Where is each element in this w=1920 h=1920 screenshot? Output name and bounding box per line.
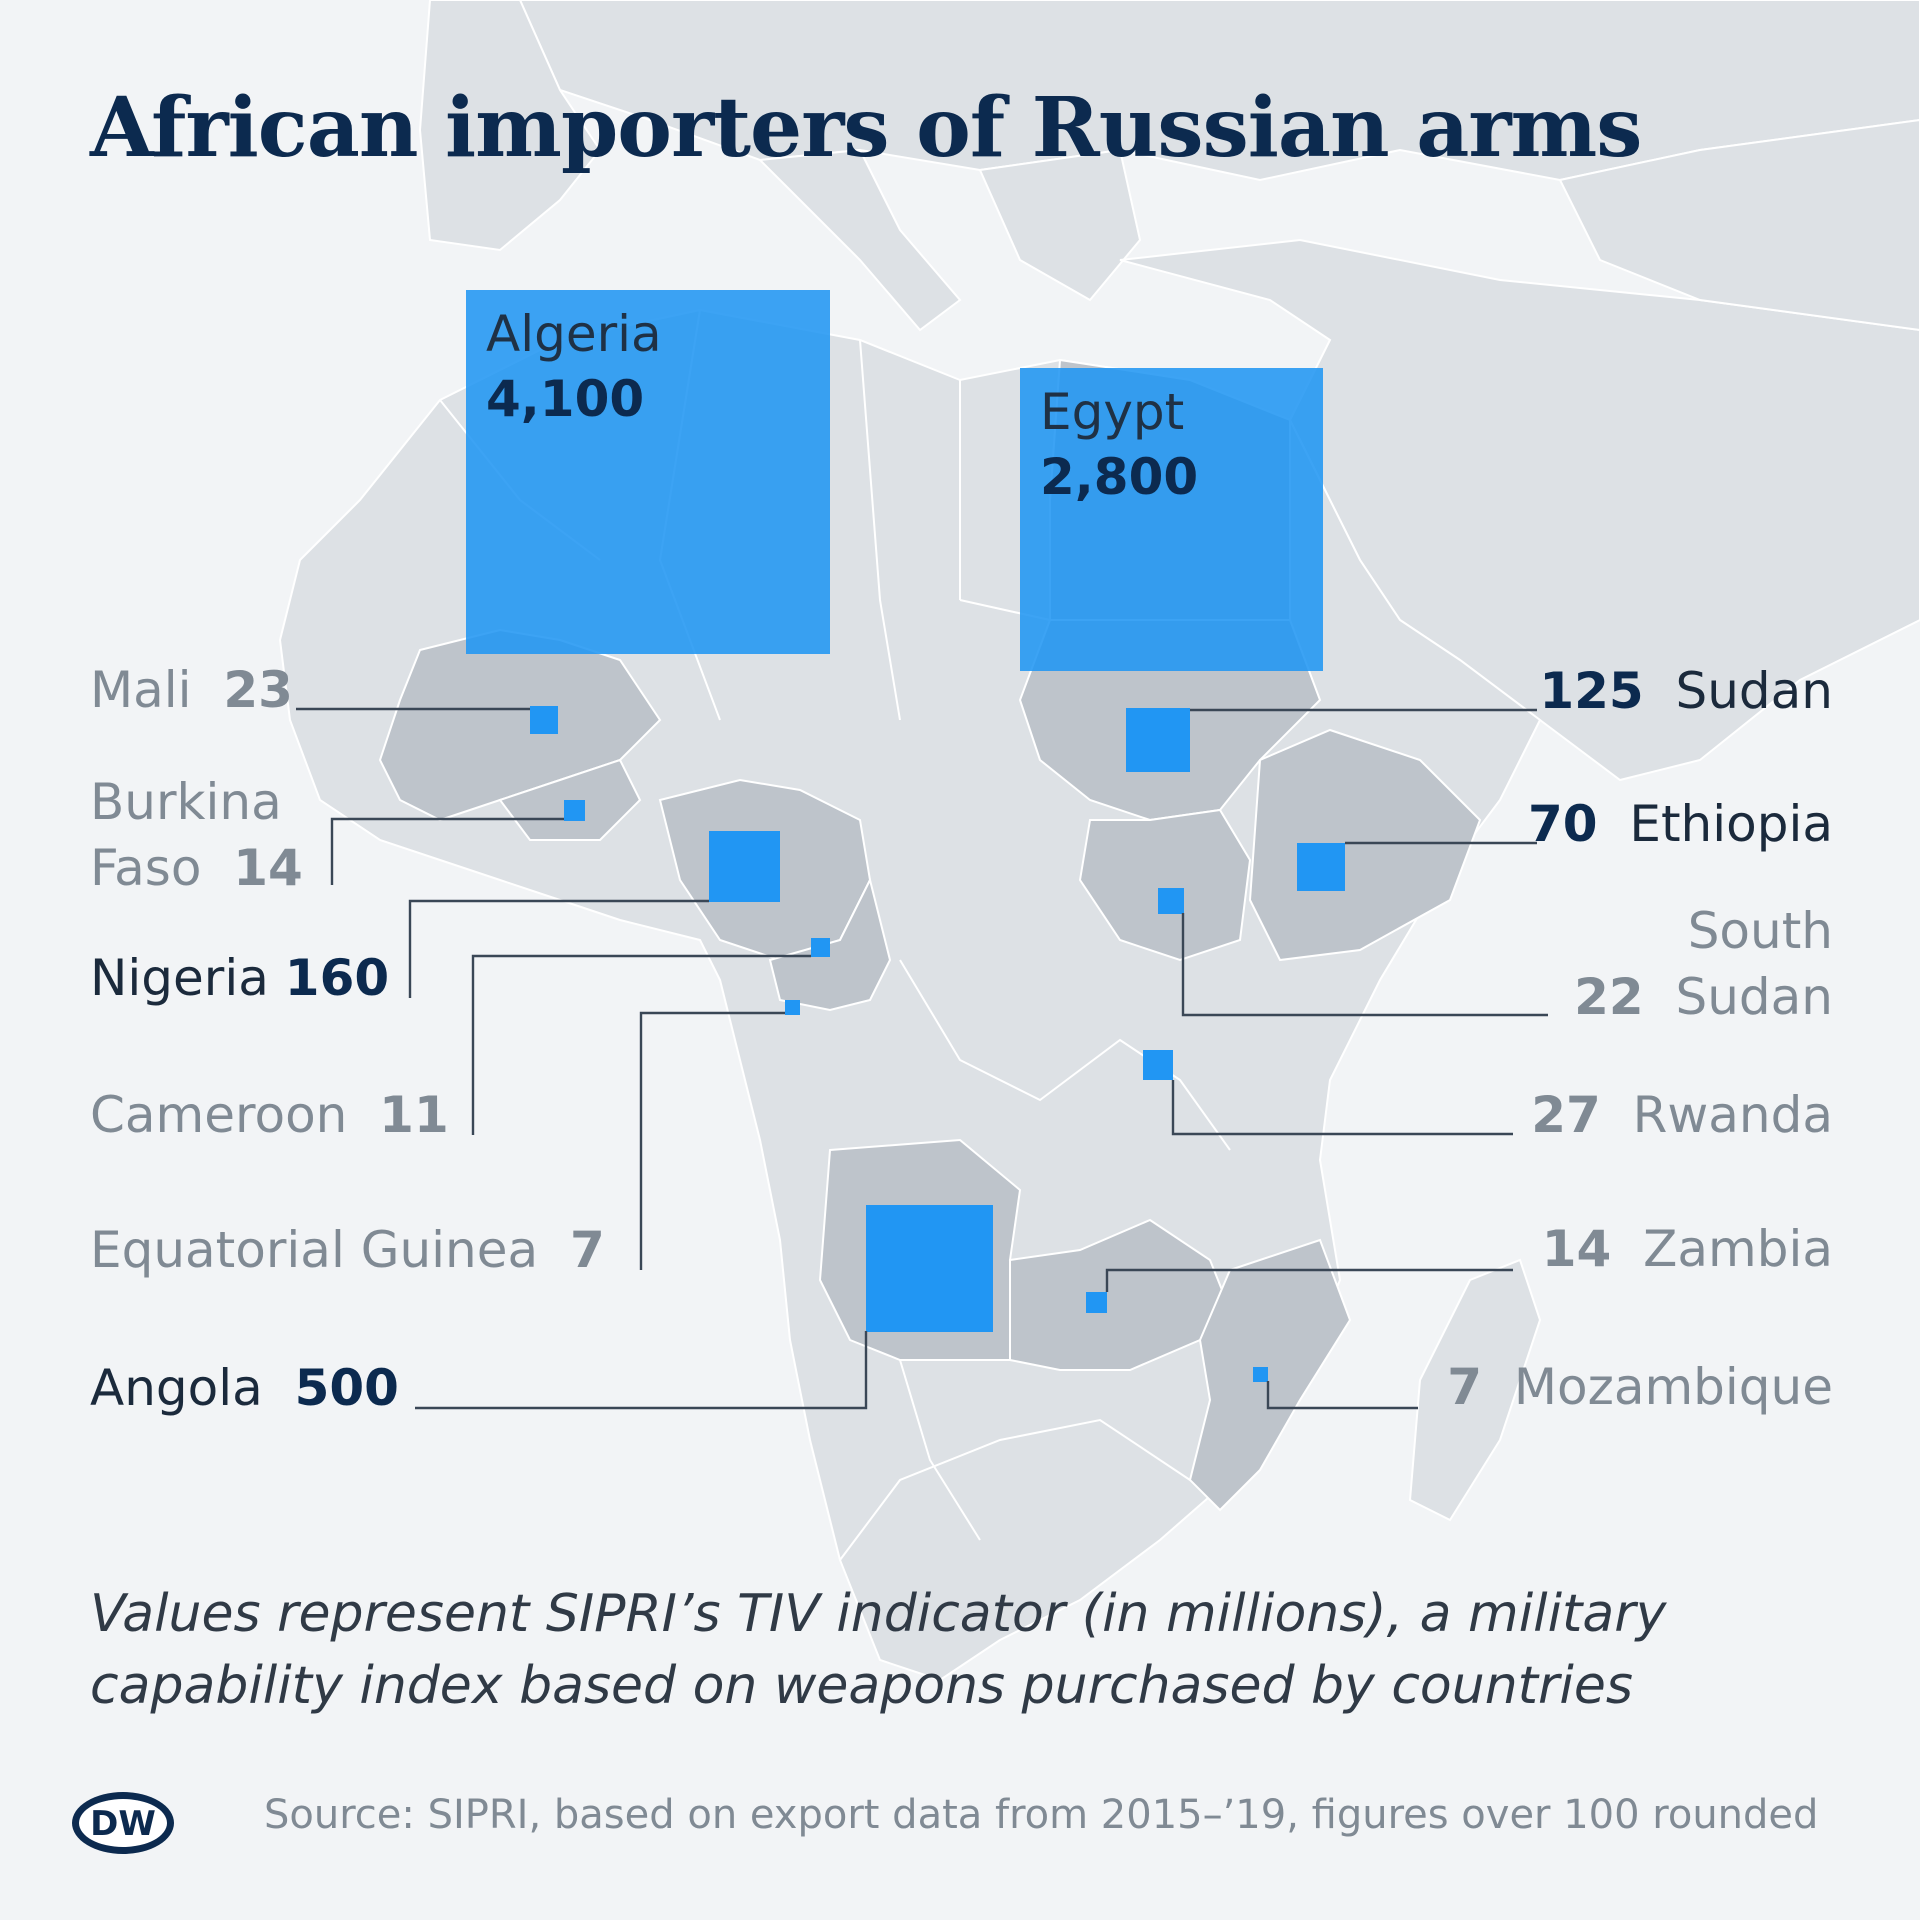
mali-square <box>530 706 558 734</box>
cameroon-leader <box>471 954 811 1135</box>
algeria-square <box>466 290 830 654</box>
algeria-value: 4,100 <box>486 370 645 428</box>
nigeria-name: Nigeria <box>90 949 269 1007</box>
page-title: African importers of Russian arms <box>90 80 1642 176</box>
eq-guinea-square <box>785 1000 800 1015</box>
zambia-label: 14 Zambia <box>1542 1216 1833 1282</box>
source-text: Source: SIPRI, based on export data from… <box>264 1792 1819 1838</box>
south-sudan-name-line1: South <box>1687 902 1833 960</box>
angola-value: 500 <box>294 1359 399 1417</box>
nigeria-square <box>709 831 780 902</box>
zambia-square <box>1086 1292 1107 1313</box>
zambia-leader <box>1105 1268 1513 1292</box>
sudan-square <box>1126 708 1190 772</box>
eq-guinea-value: 7 <box>569 1221 605 1279</box>
zambia-value: 14 <box>1541 1220 1612 1278</box>
eq-guinea-leader <box>639 1011 785 1270</box>
mozambique-label: 7 Mozambique <box>1447 1354 1833 1420</box>
dw-logo-text: DW <box>90 1804 156 1844</box>
mozambique-square <box>1253 1367 1268 1382</box>
rwanda-value: 27 <box>1531 1086 1601 1144</box>
south-sudan-shape <box>1078 808 1252 962</box>
rwanda-label: 27 Rwanda <box>1531 1082 1833 1148</box>
burkina-faso-name-line2: Faso <box>90 839 202 897</box>
sudan-name: Sudan <box>1675 662 1834 720</box>
eq-guinea-name: Equatorial Guinea <box>90 1221 539 1279</box>
sudan-label: 125 Sudan <box>1539 658 1833 724</box>
rwanda-leader <box>1171 1080 1513 1136</box>
methodology-note: Values represent SIPRI’s TIV indicator (… <box>90 1584 1667 1716</box>
sudan-value: 125 <box>1539 662 1644 720</box>
nigeria-label: Nigeria 160 <box>90 945 389 1011</box>
burkina-faso-square <box>564 800 585 821</box>
leader-lines <box>296 707 1548 1410</box>
south-sudan-leader <box>1181 913 1548 1017</box>
mozambique-leader <box>1266 1381 1418 1410</box>
south-sudan-name-line2: Sudan <box>1675 968 1834 1026</box>
importer-squares <box>466 290 1345 1382</box>
south-sudan-value: 22 <box>1574 968 1644 1026</box>
cameroon-value: 11 <box>379 1086 449 1144</box>
ethiopia-label: 70 Ethiopia <box>1528 791 1833 857</box>
mozambique-value: 7 <box>1447 1358 1483 1416</box>
mali-name: Mali <box>90 661 192 719</box>
mali-label: Mali 23 <box>90 657 293 723</box>
ethiopia-value: 70 <box>1527 795 1598 853</box>
rwanda-name: Rwanda <box>1632 1086 1833 1144</box>
eq-guinea-label: Equatorial Guinea 7 <box>90 1217 605 1283</box>
egypt-value: 2,800 <box>1040 448 1199 506</box>
cameroon-square <box>811 938 830 957</box>
cameroon-label: Cameroon 11 <box>90 1082 449 1148</box>
angola-square <box>866 1205 993 1332</box>
ethiopia-shape <box>1248 728 1482 962</box>
angola-name: Angola <box>90 1359 263 1417</box>
angola-label: Angola 500 <box>90 1355 399 1421</box>
mozambique-shape <box>1188 1238 1352 1512</box>
nigeria-leader <box>408 899 709 998</box>
burkina-faso-value: 14 <box>233 839 303 897</box>
egypt-label: Egypt <box>1040 383 1185 441</box>
cameroon-name: Cameroon <box>90 1086 348 1144</box>
rwanda-square <box>1143 1050 1173 1080</box>
south-sudan-square <box>1158 888 1184 914</box>
ethiopia-name: Ethiopia <box>1629 795 1833 853</box>
burkina-faso-leader <box>330 817 564 885</box>
dw-logo-icon: DW <box>72 1792 174 1854</box>
zambia-name: Zambia <box>1643 1220 1833 1278</box>
burkina-faso-name-line1: Burkina <box>90 773 282 831</box>
angola-leader <box>415 1331 868 1410</box>
ethiopia-square <box>1297 843 1345 891</box>
nigeria-value: 160 <box>284 949 390 1007</box>
mali-value: 23 <box>223 661 293 719</box>
europe-landmass <box>418 0 1920 332</box>
egypt-square <box>1020 368 1323 671</box>
south-sudan-label: South 22 Sudan <box>1574 898 1833 1030</box>
mozambique-name: Mozambique <box>1513 1358 1833 1416</box>
algeria-label: Algeria <box>486 305 662 363</box>
burkina-faso-label: Burkina Faso 14 <box>90 769 303 901</box>
